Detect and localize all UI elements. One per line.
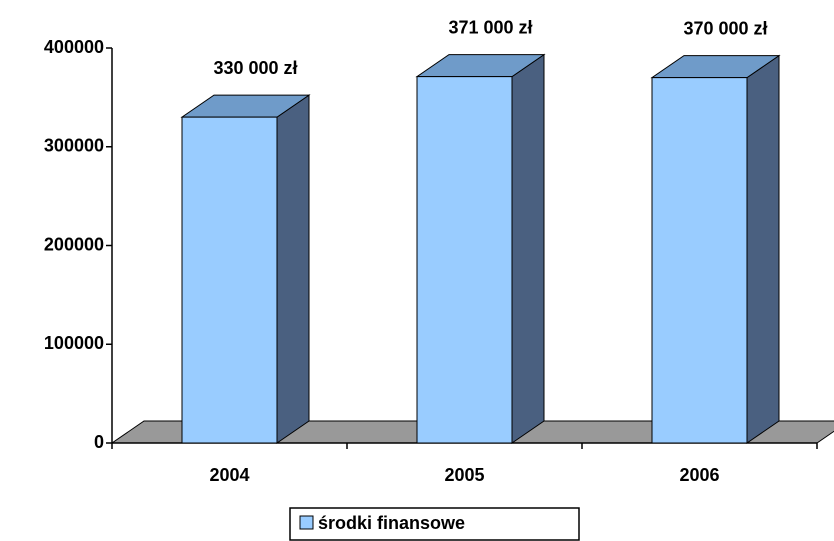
x-tick-label: 2004	[209, 465, 249, 485]
bar-front	[651, 77, 748, 444]
bar	[650, 54, 781, 444]
y-tick-label: 400000	[44, 37, 104, 57]
bar-front	[181, 116, 278, 444]
y-tick-label: 300000	[44, 136, 104, 156]
x-tick-label: 2006	[679, 465, 719, 485]
x-tick-label: 2005	[444, 465, 484, 485]
y-tick-label: 0	[94, 432, 104, 452]
y-tick-label: 200000	[44, 234, 104, 254]
y-tick-label: 100000	[44, 333, 104, 353]
bar-side	[746, 54, 780, 444]
bar	[415, 53, 546, 444]
bar-side	[511, 53, 545, 444]
value-label: 370 000 zł	[683, 18, 767, 38]
bar-side	[276, 94, 310, 444]
bar-front	[416, 76, 513, 444]
legend-label: środki finansowe	[318, 513, 465, 533]
value-label: 371 000 zł	[448, 17, 532, 37]
bar	[180, 94, 311, 444]
legend-swatch	[299, 515, 314, 530]
legend-box	[289, 507, 580, 541]
value-label: 330 000 zł	[213, 58, 297, 78]
